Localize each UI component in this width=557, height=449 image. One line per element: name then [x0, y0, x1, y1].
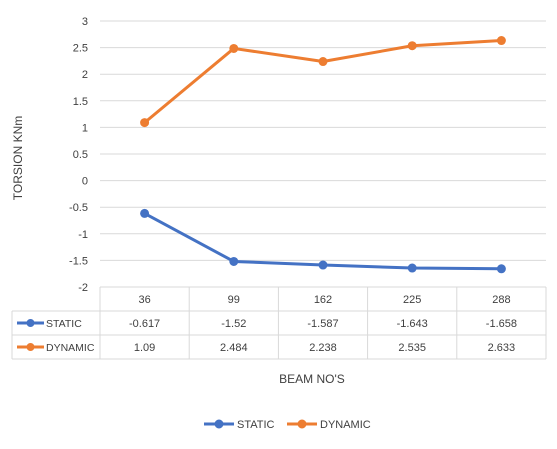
data-point — [141, 119, 149, 127]
x-tick-label: 225 — [403, 294, 421, 306]
data-point — [319, 261, 327, 269]
legend-key-marker — [298, 420, 306, 428]
legend-label: DYNAMIC — [320, 419, 371, 431]
y-tick-label: 1.5 — [73, 96, 88, 108]
data-point — [408, 264, 416, 272]
y-axis-tick-labels: 3 2.5 2 1.5 1 0.5 0 -0.5 -1 -1.5 -2 — [69, 16, 88, 294]
y-tick-label: -1 — [78, 229, 88, 241]
table-legend-key-marker — [27, 344, 34, 351]
table-cell: 2.633 — [488, 342, 516, 354]
table-cell: 2.484 — [220, 342, 248, 354]
table-row-header: STATIC — [46, 318, 82, 330]
data-point — [230, 257, 238, 265]
series-line-dynamic — [145, 41, 502, 123]
y-tick-label: 2 — [82, 69, 88, 81]
legend-label: STATIC — [237, 419, 275, 431]
table-cell: 1.09 — [134, 342, 155, 354]
y-tick-label: 1 — [82, 122, 88, 134]
table-cell: 2.535 — [398, 342, 426, 354]
table-cell: -1.643 — [397, 318, 428, 330]
y-axis-label: TORSION KNm — [11, 116, 25, 200]
table-cell: -0.617 — [129, 318, 160, 330]
y-tick-label: -2 — [78, 282, 88, 294]
y-tick-label: 0 — [82, 176, 88, 188]
x-tick-label: 288 — [492, 294, 510, 306]
x-tick-label: 36 — [138, 294, 150, 306]
y-tick-label: -0.5 — [69, 202, 88, 214]
table-cell: -1.587 — [307, 318, 338, 330]
data-point — [230, 44, 238, 52]
data-point — [141, 209, 149, 217]
legend-key-marker — [215, 420, 223, 428]
legend: STATIC DYNAMIC — [204, 419, 371, 431]
x-tick-label: 99 — [228, 294, 240, 306]
data-table: 36 99 162 225 288 STATIC -0.617 -1.52 -1.587 -1.6… — [12, 287, 546, 359]
data-point — [497, 265, 505, 273]
table-cell: -1.658 — [486, 318, 517, 330]
table-cell: 2.238 — [309, 342, 337, 354]
y-tick-label: -1.5 — [69, 255, 88, 267]
y-tick-label: 0.5 — [73, 149, 88, 161]
table-row-header: DYNAMIC — [46, 342, 95, 354]
y-tick-label: 3 — [82, 16, 88, 28]
data-point — [408, 42, 416, 50]
data-point — [497, 37, 505, 45]
y-tick-label: 2.5 — [73, 43, 88, 55]
data-point — [319, 58, 327, 66]
x-tick-label: 162 — [314, 294, 332, 306]
table-legend-key-marker — [27, 320, 34, 327]
series-lines — [141, 37, 506, 273]
table-cell: -1.52 — [221, 318, 246, 330]
x-axis-label: BEAM NO'S — [279, 372, 345, 386]
